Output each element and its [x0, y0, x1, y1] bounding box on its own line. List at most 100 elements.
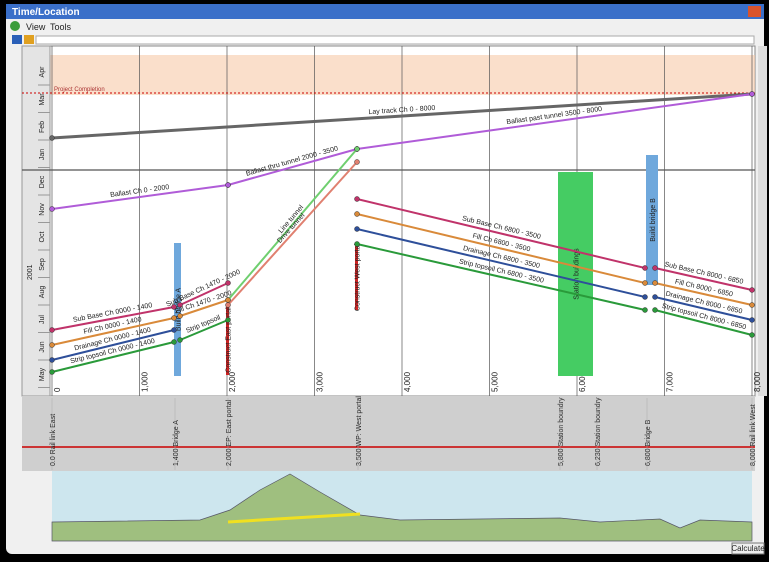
activity-node	[49, 357, 55, 363]
activity-line	[51, 317, 175, 346]
activity-line	[654, 296, 753, 321]
activity-node	[642, 265, 648, 271]
toolbar-button[interactable]	[24, 35, 34, 44]
close-button[interactable]	[748, 6, 761, 17]
activity-node	[171, 315, 177, 321]
completion-label: Project Completion	[54, 87, 105, 93]
activity-node	[49, 369, 55, 375]
block-label: Build bridge A	[176, 288, 183, 332]
activity-line	[356, 213, 646, 284]
block-label: Station buildings	[574, 248, 581, 300]
terrain-profile	[51, 473, 753, 542]
activity-line	[51, 184, 229, 210]
activity-block	[174, 243, 181, 376]
activity-node	[49, 206, 55, 212]
block-label: Build bridge B	[650, 198, 657, 242]
activity-line	[356, 228, 646, 298]
toolbar-button[interactable]	[12, 35, 22, 44]
activity-node	[354, 159, 360, 165]
activity-line	[51, 341, 175, 373]
activity-node	[225, 182, 231, 188]
locations-panel	[22, 396, 755, 471]
activity-node	[354, 146, 360, 152]
activity-node	[749, 287, 755, 293]
chainage-label: 3,000	[316, 371, 325, 392]
activity-line	[356, 243, 646, 311]
activity-block	[558, 172, 593, 376]
activity-block	[226, 305, 229, 375]
menu-view[interactable]: View	[26, 22, 46, 32]
activity-node	[171, 304, 177, 310]
activity-line	[179, 282, 229, 306]
calculate-label[interactable]: Calculate	[731, 544, 765, 553]
activity-node	[177, 313, 183, 319]
activity-line	[356, 93, 753, 150]
location-label: 5,800 Station boundry	[558, 397, 565, 466]
chainage-label: 4,000	[403, 371, 412, 392]
chainage-label: 2,000	[228, 371, 237, 392]
activity-node	[652, 265, 658, 271]
month-label: Apr	[39, 66, 46, 78]
activity-line	[227, 148, 358, 301]
activity-line	[654, 282, 753, 306]
activity-node	[171, 339, 177, 345]
activity-line	[179, 319, 229, 341]
month-label: Jul	[39, 315, 46, 324]
month-label: Jan	[39, 149, 46, 160]
activity-node	[354, 196, 360, 202]
back-button[interactable]	[10, 21, 20, 31]
activity-label: Lay track Ch 0 - 8000	[368, 105, 435, 116]
menu-tools[interactable]: Tools	[50, 22, 72, 32]
activity-node	[225, 280, 231, 286]
month-label: Sep	[39, 258, 46, 271]
tunnel	[227, 512, 361, 524]
activity-line	[356, 198, 646, 269]
location-label: 8,000 Rail link West	[750, 404, 757, 466]
location-label: 3,500 WP: West portal	[356, 396, 363, 466]
year-label: 2001	[27, 264, 34, 280]
activity-node	[642, 307, 648, 313]
activity-node	[642, 280, 648, 286]
month-label: Dec	[39, 175, 46, 188]
activity-node	[49, 327, 55, 333]
activity-node	[749, 332, 755, 338]
activity-line	[654, 309, 753, 336]
title-bar	[6, 4, 764, 19]
block-label: Construct West portal	[355, 243, 362, 311]
activity-node	[642, 294, 648, 300]
activity-node	[749, 91, 755, 97]
activity-line	[179, 299, 229, 317]
v-scrollbar[interactable]	[758, 46, 767, 396]
scrollbar[interactable]	[35, 35, 755, 45]
activity-block	[646, 155, 658, 285]
location-label: 2,000 EP: East portal	[226, 399, 233, 466]
activity-node	[49, 342, 55, 348]
month-label: Mar	[39, 93, 46, 106]
activity-node	[225, 302, 231, 308]
activity-line	[654, 267, 753, 291]
calculate-button[interactable]	[731, 542, 765, 555]
activity-node	[225, 297, 231, 303]
location-label: 6,800 Bridge B	[645, 419, 652, 466]
month-label: Jun	[39, 341, 46, 352]
chainage-label: 1,000	[141, 371, 150, 392]
location-label: 6,230 Station boundry	[595, 397, 602, 466]
activity-node	[171, 327, 177, 333]
activity-node	[652, 294, 658, 300]
month-label: Aug	[39, 286, 46, 299]
activity-node	[354, 226, 360, 232]
activity-node	[749, 302, 755, 308]
activity-line	[227, 161, 358, 306]
activity-node	[749, 317, 755, 323]
activity-node	[354, 211, 360, 217]
activity-node	[652, 280, 658, 286]
activity-line	[51, 92, 753, 140]
chainage-label: 8,000	[753, 371, 762, 392]
activity-node	[225, 317, 231, 323]
activity-node	[354, 241, 360, 247]
chainage-label: 0	[53, 387, 62, 392]
month-label: Nov	[39, 203, 46, 216]
month-label: May	[39, 367, 46, 381]
activity-node	[177, 302, 183, 308]
